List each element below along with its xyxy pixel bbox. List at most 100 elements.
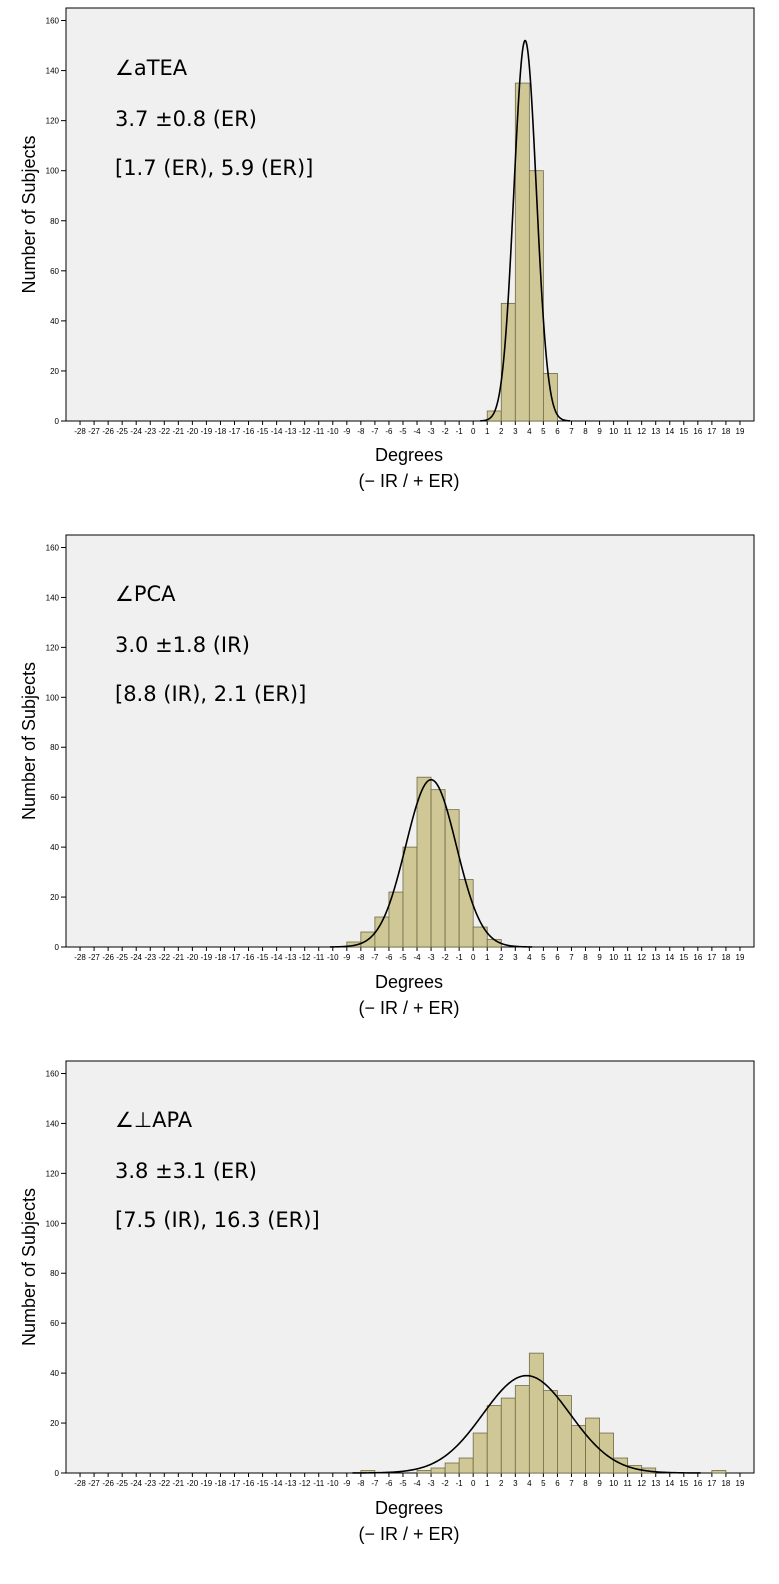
x-tick-label: 5 bbox=[541, 953, 546, 962]
normal-curve bbox=[352, 1374, 701, 1474]
x-tick-label: -22 bbox=[159, 1479, 171, 1488]
y-tick-label: 100 bbox=[46, 167, 60, 176]
x-tick-label: -1 bbox=[456, 1479, 464, 1488]
histogram-bar bbox=[430, 789, 446, 948]
x-tick-label: -19 bbox=[201, 1479, 213, 1488]
x-tick-label: 1 bbox=[485, 427, 490, 436]
y-tick-label: 0 bbox=[55, 1469, 60, 1478]
y-tick-label: 40 bbox=[50, 843, 59, 852]
x-tick-label: 12 bbox=[637, 427, 646, 436]
x-tick-label: -6 bbox=[385, 1479, 393, 1488]
y-tick-label: 40 bbox=[50, 317, 59, 326]
x-tick-label: -21 bbox=[173, 427, 185, 436]
histogram-bar bbox=[444, 1462, 460, 1474]
x-tick-label: -18 bbox=[215, 953, 227, 962]
histogram-bar bbox=[402, 846, 418, 948]
x-tick-label: 5 bbox=[541, 1479, 546, 1488]
histogram-bar bbox=[599, 1432, 614, 1474]
x-tick-label: 0 bbox=[471, 953, 476, 962]
x-tick-label: -3 bbox=[427, 953, 435, 962]
x-tick-label: -13 bbox=[285, 953, 297, 962]
x-tick-label: -12 bbox=[299, 1479, 311, 1488]
x-tick-label: -8 bbox=[357, 1479, 365, 1488]
x-tick-label: -10 bbox=[327, 427, 339, 436]
x-tick-label: 4 bbox=[527, 953, 532, 962]
histogram-bar bbox=[430, 1467, 446, 1474]
stats-annotation: [7.5 (IR), 16.3 (ER)] bbox=[115, 1208, 320, 1232]
x-tick-label: -16 bbox=[243, 427, 255, 436]
x-tick-label: -27 bbox=[88, 427, 100, 436]
x-tick-label: 4 bbox=[527, 1479, 532, 1488]
x-tick-label: -8 bbox=[357, 953, 365, 962]
x-tick-label: 10 bbox=[609, 1479, 618, 1488]
x-tick-label: -19 bbox=[201, 953, 213, 962]
x-tick-label: 9 bbox=[597, 427, 602, 436]
x-tick-label: 2 bbox=[499, 427, 504, 436]
y-tick-label: 20 bbox=[50, 1419, 59, 1428]
x-tick-label: -4 bbox=[413, 1479, 421, 1488]
x-tick-label: -26 bbox=[102, 1479, 114, 1488]
histogram-bar bbox=[416, 776, 432, 948]
x-tick-label: -5 bbox=[399, 953, 407, 962]
histogram-bar bbox=[711, 1470, 727, 1474]
x-tick-label: 6 bbox=[555, 427, 560, 436]
x-tick-label: -14 bbox=[271, 1479, 283, 1488]
y-tick-label: 60 bbox=[50, 793, 59, 802]
y-tick-label: 100 bbox=[46, 693, 60, 702]
x-tick-label: -28 bbox=[74, 953, 86, 962]
stats-annotation: ∠⊥APA bbox=[115, 1108, 193, 1132]
x-tick-label: -7 bbox=[371, 1479, 379, 1488]
x-tick-label: 16 bbox=[693, 427, 702, 436]
x-tick-label: -7 bbox=[371, 953, 379, 962]
y-tick-label: 160 bbox=[46, 1069, 60, 1078]
x-tick-label: -9 bbox=[343, 953, 351, 962]
x-tick-label: 14 bbox=[665, 427, 674, 436]
x-tick-label: 14 bbox=[665, 1479, 674, 1488]
y-axis-title: Number of Subjects bbox=[19, 1188, 39, 1346]
stats-annotation: ∠aTEA bbox=[115, 56, 188, 80]
x-axis: -28 -27 -26 -25 -24 -23 -22 -21 -20 -19 -18 -17 -16-… bbox=[74, 947, 745, 962]
x-tick-label: -10 bbox=[327, 1479, 339, 1488]
histogram-bar bbox=[458, 1457, 474, 1474]
x-tick-label: -15 bbox=[257, 1479, 269, 1488]
x-tick-label: -27 bbox=[88, 953, 100, 962]
stats-annotation: 3.7 ±0.8 (ER) bbox=[115, 107, 257, 131]
x-tick-label: -15 bbox=[257, 427, 269, 436]
y-tick-label: 80 bbox=[50, 1269, 59, 1278]
y-tick-label: 160 bbox=[46, 17, 60, 26]
y-axis-title: Number of Subjects bbox=[19, 662, 39, 820]
x-tick-label: 7 bbox=[569, 953, 574, 962]
x-tick-label: -23 bbox=[144, 1479, 156, 1488]
x-tick-label: 5 bbox=[541, 427, 546, 436]
plot-area bbox=[65, 1060, 755, 1474]
y-tick-label: 160 bbox=[46, 543, 60, 552]
x-tick-label: 2 bbox=[499, 953, 504, 962]
x-tick-label: -24 bbox=[130, 1479, 142, 1488]
x-tick-label: 3 bbox=[513, 1479, 518, 1488]
x-axis: -28 -27 -26 -25 -24 -23 -22 -21 -20 -19 -18 -17 -16-… bbox=[74, 1473, 745, 1488]
x-tick-label: -18 bbox=[215, 427, 227, 436]
x-tick-label: -22 bbox=[159, 953, 171, 962]
histogram-bars bbox=[346, 776, 502, 948]
histogram-bar bbox=[585, 1417, 600, 1474]
x-tick-label: -28 bbox=[74, 427, 86, 436]
x-tick-label: 8 bbox=[583, 427, 588, 436]
x-axis-subtitle: (− IR / + ER) bbox=[358, 998, 459, 1018]
x-tick-label: -19 bbox=[201, 427, 213, 436]
x-tick-label: -11 bbox=[313, 427, 325, 436]
x-tick-label: -5 bbox=[399, 1479, 407, 1488]
x-tick-label: -9 bbox=[343, 427, 351, 436]
x-tick-label: -11 bbox=[313, 953, 325, 962]
stats-annotation: ∠PCA bbox=[115, 582, 176, 606]
x-tick-label: -2 bbox=[442, 427, 450, 436]
x-tick-label: 12 bbox=[637, 1479, 646, 1488]
x-tick-label: -7 bbox=[371, 427, 379, 436]
x-tick-label: -1 bbox=[456, 427, 464, 436]
x-tick-label: 15 bbox=[679, 1479, 688, 1488]
x-tick-label: 11 bbox=[623, 1479, 632, 1488]
histogram-bar bbox=[458, 879, 474, 948]
histogram-bar bbox=[472, 926, 488, 948]
plot-area bbox=[65, 7, 755, 422]
x-tick-label: -17 bbox=[229, 427, 241, 436]
